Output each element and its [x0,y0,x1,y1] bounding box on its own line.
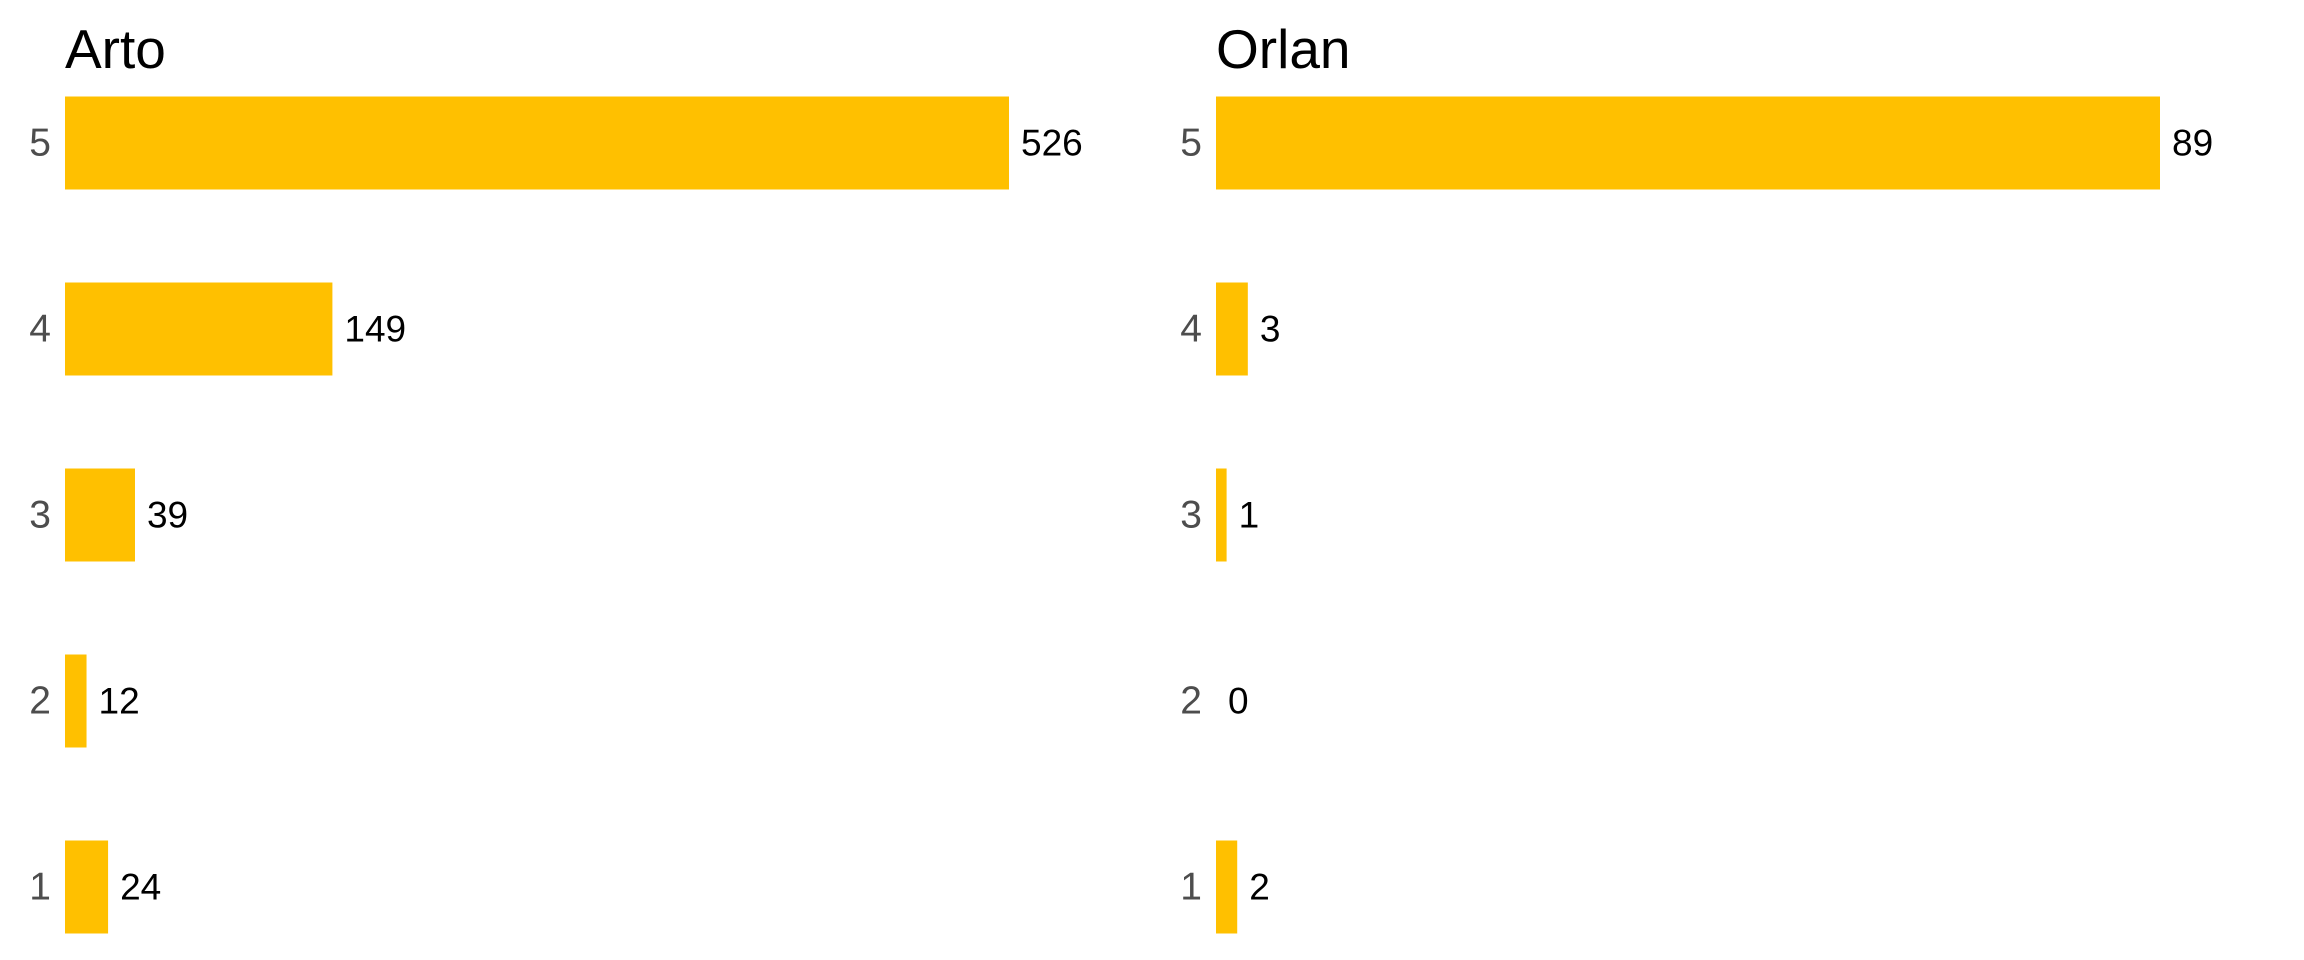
bar [65,468,135,562]
bar [1216,96,2160,190]
chart-panel-orlan: Orlan 5 894 33 12 01 2 [1180,18,2213,934]
bar [65,840,109,934]
value-label: 0 [1228,681,1249,722]
category-label: 4 [29,308,51,351]
panel-title: Orlan [1216,18,1351,80]
category-label: 3 [29,494,51,537]
bar [65,282,333,376]
bar [1216,282,1248,376]
category-label: 1 [1180,866,1202,909]
value-label: 2 [1249,867,1270,908]
category-label: 2 [29,680,51,723]
category-label: 3 [1180,494,1202,537]
value-label: 3 [1260,309,1281,350]
category-label: 5 [1180,122,1202,165]
value-label: 89 [2172,123,2213,164]
panel-title: Arto [65,18,166,80]
value-label: 149 [344,309,406,350]
chart-panel-arto: Arto 5 526 4 149 3 39 2 12 1 24 [29,18,1083,934]
category-label: 2 [1180,680,1202,723]
bar [1216,840,1238,934]
value-label: 12 [99,681,140,722]
value-label: 1 [1239,495,1260,536]
category-label: 1 [29,866,51,909]
value-label: 24 [120,867,161,908]
value-label: 526 [1021,123,1083,164]
category-label: 4 [1180,308,1202,351]
bar [65,654,87,748]
category-label: 5 [29,122,51,165]
bar [1216,468,1227,562]
value-label: 39 [147,495,188,536]
bar [65,96,1009,190]
